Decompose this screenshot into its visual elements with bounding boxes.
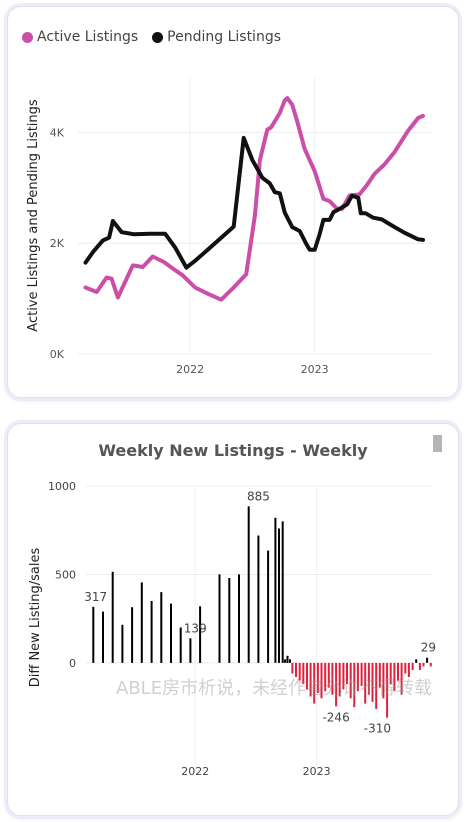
bar: [411, 662, 414, 670]
y-axis-label: Active Listings and Pending Listings: [26, 99, 41, 332]
y-axis-label: Diff New Listing/sales: [28, 548, 43, 688]
bar: [378, 662, 381, 688]
y-tick-label: 0: [69, 657, 76, 670]
bar: [393, 662, 396, 692]
bar: [324, 662, 327, 692]
legend-dot-pending: [152, 31, 164, 43]
data-label: -246: [322, 710, 349, 724]
bar: [170, 603, 172, 663]
legend-item-active[interactable]: Active Listings: [22, 29, 138, 45]
x-tick-label: 2022: [176, 363, 204, 376]
bar-chart: Weekly New Listings - Weekly 0 500 1000 2022…: [28, 441, 436, 778]
bar: [389, 662, 392, 685]
data-label: -310: [364, 722, 391, 736]
bar: [140, 582, 143, 663]
bar: [320, 662, 323, 699]
bar: [404, 662, 407, 674]
bar: [274, 517, 277, 663]
bar: [278, 528, 280, 663]
bar: [313, 662, 316, 704]
bar: [228, 578, 231, 663]
data-label: 139: [184, 621, 207, 635]
bar: [302, 662, 305, 685]
bar: [386, 662, 389, 718]
series-line-active-listings: [83, 96, 425, 302]
bar: [199, 606, 202, 663]
bar: [306, 662, 308, 690]
bar: [298, 662, 301, 681]
bar: [375, 662, 378, 709]
data-label: 29: [421, 641, 436, 655]
bar: [338, 662, 341, 697]
bar: [286, 655, 289, 663]
bar: [218, 574, 221, 663]
bar: [426, 657, 429, 663]
bar: [309, 662, 312, 697]
bar: [382, 662, 385, 699]
y-tick-label: 1000: [48, 480, 76, 493]
x-tick-label: 2022: [181, 765, 209, 778]
bar: [247, 506, 250, 663]
active-pending-chart-card: Active Listings Pending Listings 0K 2K 4K 2…: [7, 6, 459, 398]
bar: [346, 662, 348, 685]
bar: [367, 662, 370, 695]
bar: [111, 571, 114, 663]
bar: [349, 662, 352, 699]
bar: [356, 662, 359, 692]
bar: [397, 662, 399, 681]
x-tick-label: 2023: [303, 765, 331, 778]
bar: [364, 662, 367, 704]
y-tick-label: 500: [55, 568, 76, 581]
bar: [316, 662, 319, 693]
bar: [400, 662, 403, 695]
bar: [102, 611, 104, 663]
chart-title: Weekly New Listings - Weekly: [98, 441, 368, 460]
bar: [150, 601, 153, 663]
bar: [92, 606, 95, 663]
series-line-pending-listings: [83, 135, 425, 270]
bar: [371, 662, 374, 702]
y-tick-label: 4K: [50, 126, 65, 139]
bar: [429, 662, 432, 667]
bar: [131, 607, 134, 663]
legend-label-pending: Pending Listings: [167, 29, 282, 45]
bar: [284, 659, 287, 663]
bar: [189, 638, 192, 663]
bar: [289, 659, 291, 663]
bar: [418, 662, 421, 670]
bar: [291, 662, 294, 674]
bar: [335, 662, 338, 707]
bar: [267, 550, 270, 663]
bar: [160, 592, 163, 663]
bar: [179, 627, 182, 663]
bar: [121, 624, 124, 663]
legend-label-active: Active Listings: [37, 29, 139, 45]
bar: [415, 659, 418, 663]
y-tick-label: 2K: [50, 237, 65, 250]
bar: [295, 662, 297, 677]
weekly-new-listings-card: Weekly New Listings - Weekly 0 500 1000 2022…: [7, 423, 459, 816]
bar: [407, 662, 410, 677]
bar: [360, 662, 363, 686]
bar: [257, 535, 260, 663]
legend-item-pending[interactable]: Pending Listings: [152, 29, 281, 45]
bar: [422, 662, 425, 667]
data-label: 885: [247, 489, 270, 503]
bar: [327, 662, 330, 688]
y-tick-label: 0K: [50, 348, 65, 361]
legend: Active Listings Pending Listings: [22, 29, 281, 45]
data-label: 317: [84, 590, 107, 604]
bar: [331, 662, 334, 695]
x-tick-label: 2023: [301, 363, 329, 376]
bar: [342, 662, 345, 690]
bar: [353, 662, 356, 708]
bar: [281, 521, 284, 663]
legend-dot-active: [22, 31, 33, 43]
line-chart: 0K 2K 4K 2022 2023 Active Listings and Pendin…: [26, 77, 433, 376]
bar: [238, 574, 240, 663]
scrollbar-thumb[interactable]: [433, 435, 442, 452]
